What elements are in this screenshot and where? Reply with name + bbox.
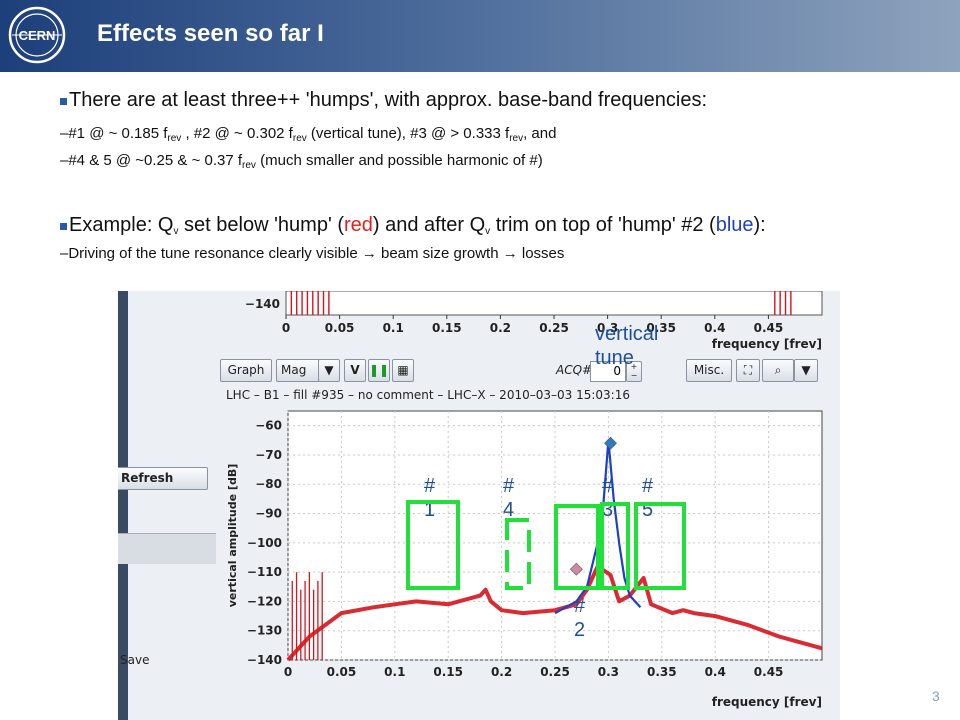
mag-select[interactable]: Mag — [276, 359, 322, 382]
sub-bullet-frequencies: –#1 @ ~ 0.185 frev , #2 @ ~ 0.302 frev (… — [60, 125, 557, 144]
zoom-fit-button[interactable]: ⛶ — [736, 359, 760, 382]
window-edge — [118, 291, 128, 720]
upper-x-axis-label: frequency [frev] — [712, 337, 822, 351]
bullet-square-icon — [60, 223, 67, 230]
x-axis-label: frequency [frev] — [712, 695, 822, 709]
y-tick-label: −90 — [255, 507, 282, 521]
sub-bullet-driving: –Driving of the tune resonance clearly v… — [60, 245, 565, 262]
fit-icon: ⛶ — [743, 363, 753, 377]
upper-x-tick-label: 0.1 — [383, 321, 404, 335]
x-tick-label: 0.15 — [433, 665, 463, 679]
cern-logo: CERN — [8, 6, 66, 64]
x-tick-label: 0.05 — [327, 665, 357, 679]
x-tick-label: 0.1 — [384, 665, 405, 679]
x-tick-label: 0.2 — [491, 665, 512, 679]
zoom-button[interactable]: ⌕ — [762, 359, 794, 382]
x-tick-label: 0 — [284, 665, 292, 679]
bullet-humps: There are at least three++ 'humps', with… — [60, 89, 707, 112]
red-spectrum-line — [286, 564, 823, 662]
hump-1-label: #1 — [424, 475, 436, 521]
y-tick-label: −60 — [255, 419, 282, 433]
magnifier-icon: ⌕ — [774, 363, 782, 377]
bbq-application-screenshot: Refresh Save Graph Mag ▼ V ❚❚ ▦ ACQ# 0 +… — [118, 291, 840, 720]
x-tick-label: 0.4 — [705, 665, 726, 679]
upper-plot-area — [285, 291, 823, 316]
plot-title: LHC – B1 – fill #935 – no comment – LHC–… — [226, 388, 630, 402]
y-axis-label: vertical amplitude [dB] — [226, 464, 239, 608]
upper-x-tick-label: 0.35 — [646, 321, 676, 335]
y-tick-label: −140 — [247, 653, 282, 667]
acq-spinner[interactable]: + − — [626, 361, 642, 382]
table-button[interactable]: ▦ — [392, 359, 414, 382]
upper-y-tick-label: −140 — [245, 297, 280, 311]
pause-icon: ❚❚ — [369, 363, 390, 377]
sub-bullet-harmonics: –#4 & 5 @ ~0.25 & ~ 0.37 frev (much smal… — [60, 152, 543, 171]
x-tick-label: 0.3 — [598, 665, 619, 679]
chevron-down-icon: ▼ — [324, 363, 334, 377]
bullet-square-icon — [60, 98, 67, 105]
vertical-tune-annotation: vertical tune — [595, 323, 659, 369]
spinner-icon: + − — [630, 362, 638, 380]
y-tick-label: −110 — [247, 565, 282, 579]
hump-4-label: #4 — [503, 475, 515, 521]
upper-x-tick-label: 0.05 — [325, 321, 355, 335]
acq-label: ACQ# — [556, 363, 593, 377]
x-tick-label: 0.25 — [540, 665, 570, 679]
v-button[interactable]: V — [344, 359, 366, 382]
page-number: 3 — [932, 688, 940, 704]
pause-button[interactable]: ❚❚ — [368, 359, 390, 382]
upper-x-tick-label: 0.3 — [597, 321, 618, 335]
chevron-down-icon: ▼ — [801, 363, 811, 377]
refresh-button[interactable]: Refresh — [118, 467, 208, 490]
left-panel-divider — [118, 533, 216, 564]
vertical-spectrum-plot: LHC – B1 – fill #935 – no comment – LHC–… — [226, 388, 823, 709]
tune-marker-point — [604, 436, 617, 450]
upper-x-tick-label: 0.15 — [432, 321, 462, 335]
left-panel — [118, 291, 216, 720]
bullet-example: Example: Qv set below 'hump' (red) and a… — [60, 214, 766, 237]
y-tick-label: −120 — [247, 594, 282, 608]
mag-dropdown-button[interactable]: ▼ — [318, 359, 340, 382]
acq-input[interactable]: 0 — [590, 361, 626, 382]
x-tick-label: 0.35 — [647, 665, 677, 679]
save-label[interactable]: Save — [120, 653, 150, 667]
graph-button[interactable]: Graph — [220, 359, 272, 382]
hump-2-label: #2 — [574, 595, 586, 641]
zoom-dropdown-button[interactable]: ▼ — [794, 359, 818, 382]
y-tick-label: −80 — [255, 477, 282, 491]
hump-5-label: #5 — [642, 475, 654, 521]
slide-title: Effects seen so far I — [97, 20, 324, 47]
y-tick-label: −130 — [247, 624, 282, 638]
upper-x-tick-label: 0.25 — [539, 321, 569, 335]
upper-x-tick-label: 0 — [282, 321, 290, 335]
hump-3-label: #3 — [602, 475, 614, 521]
slide-header: CERN Effects seen so far I — [0, 0, 960, 72]
svg-text:CERN: CERN — [19, 28, 56, 43]
upper-x-tick-label: 0.4 — [704, 321, 725, 335]
upper-x-tick-label: 0.45 — [754, 321, 784, 335]
table-icon: ▦ — [397, 363, 409, 377]
upper-x-tick-label: 0.2 — [490, 321, 511, 335]
y-tick-label: −70 — [255, 448, 282, 462]
misc-button[interactable]: Misc. — [686, 359, 732, 382]
y-tick-label: −100 — [247, 536, 282, 550]
x-tick-label: 0.45 — [754, 665, 784, 679]
